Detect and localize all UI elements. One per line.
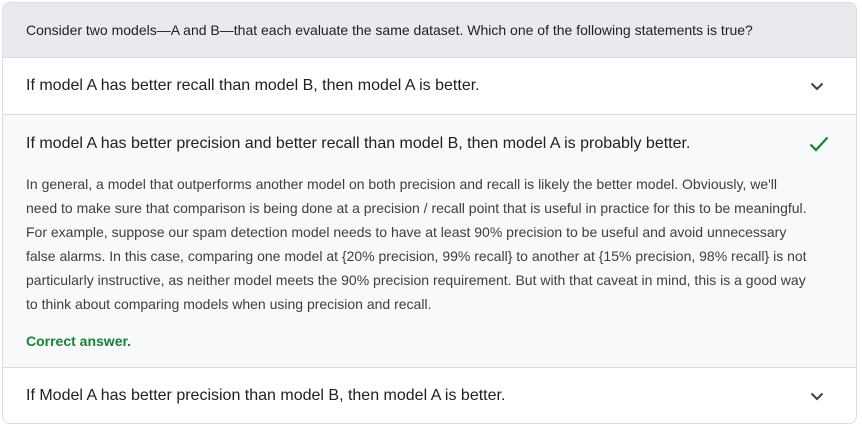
correct-answer-label: Correct answer. <box>26 333 132 349</box>
chevron-down-icon[interactable] <box>805 384 829 408</box>
checkmark-icon <box>807 132 831 156</box>
question-header: Consider two models—A and B—that each ev… <box>3 3 856 58</box>
answer-option[interactable]: If model A has better recall than model … <box>3 58 856 115</box>
question-text: Consider two models—A and B—that each ev… <box>26 22 753 38</box>
answer-option-header[interactable]: If Model A has better precision than mod… <box>3 368 856 423</box>
answer-explanation: In general, a model that outperforms ano… <box>26 176 807 312</box>
answer-option[interactable]: If Model A has better precision than mod… <box>3 368 856 423</box>
answer-option-label: If Model A has better precision than mod… <box>26 387 506 404</box>
answer-option-header[interactable]: If model A has better precision and bett… <box>3 115 856 172</box>
chevron-down-icon[interactable] <box>805 74 829 98</box>
answer-option-label: If model A has better recall than model … <box>26 77 480 94</box>
answer-option-label: If model A has better precision and bett… <box>26 134 691 152</box>
answer-option-header[interactable]: If model A has better recall than model … <box>3 58 856 114</box>
answer-option-correct[interactable]: If model A has better precision and bett… <box>3 115 856 368</box>
